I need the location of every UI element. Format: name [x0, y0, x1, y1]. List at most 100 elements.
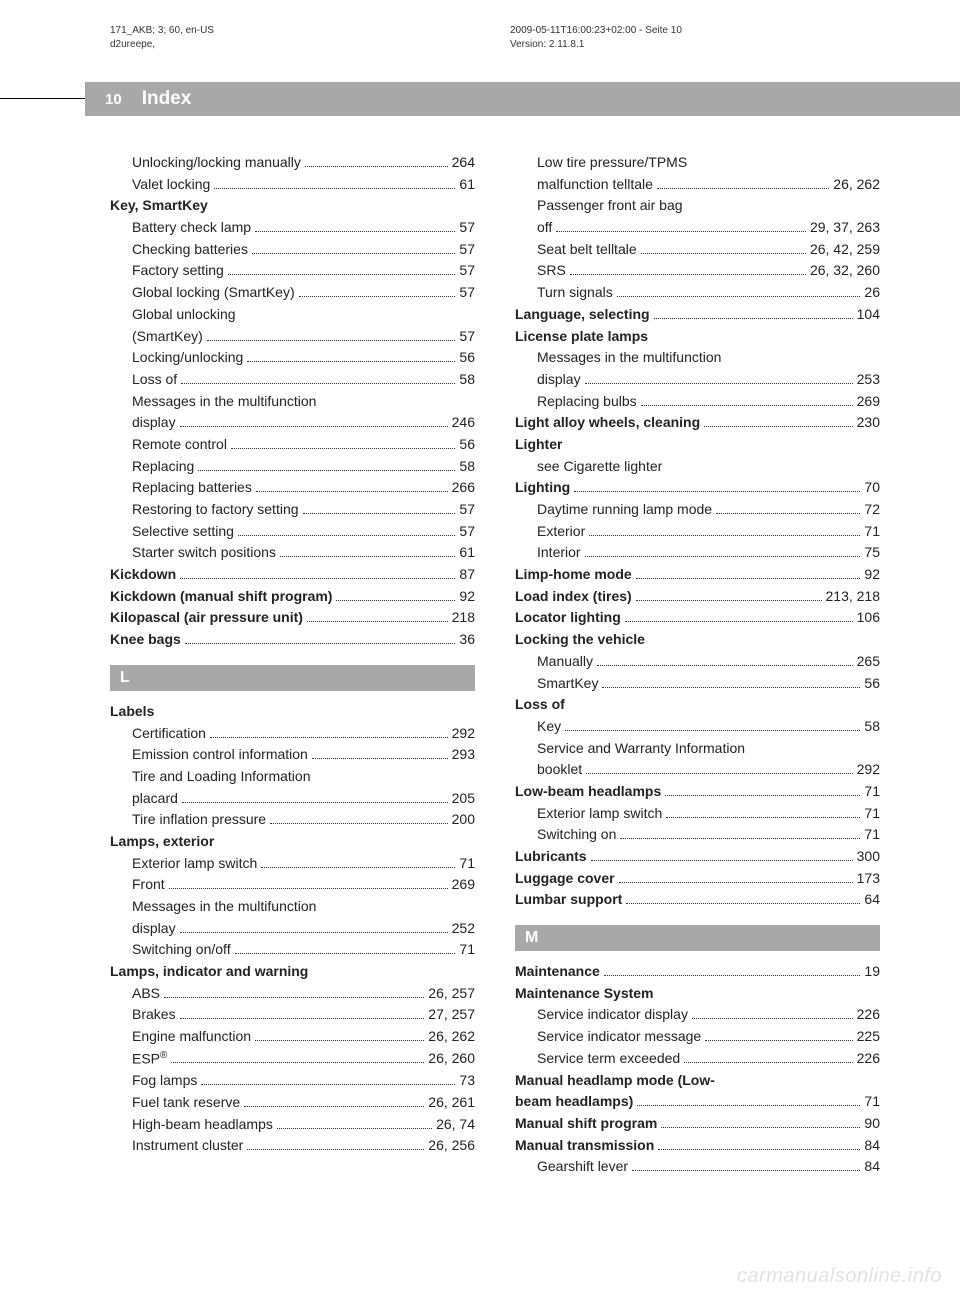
entry-page: 92	[459, 586, 475, 608]
index-entry: Locking/unlocking56	[110, 347, 475, 369]
entry-page: 26, 260	[428, 1048, 475, 1070]
entry-page: 84	[864, 1135, 880, 1157]
entry-page: 57	[459, 217, 475, 239]
entry-page: 58	[864, 716, 880, 738]
entry-page: 58	[459, 456, 475, 478]
entry-label: Kickdown	[110, 564, 176, 586]
entry-label: booklet	[537, 759, 582, 781]
entry-label: Kickdown (manual shift program)	[110, 586, 332, 608]
leader-dots	[252, 244, 455, 254]
leader-dots	[164, 988, 424, 998]
entry-page: 264	[452, 152, 475, 174]
entry-label: (SmartKey)	[132, 326, 203, 348]
leader-dots	[570, 266, 806, 276]
leader-dots	[632, 1161, 860, 1171]
leader-dots	[617, 287, 861, 297]
entry-label: Kilopascal (air pressure unit)	[110, 607, 303, 629]
leader-dots	[255, 1031, 424, 1041]
leader-dots	[705, 1031, 852, 1041]
leader-dots	[641, 396, 853, 406]
section-letter: M	[515, 925, 880, 951]
index-entry: SmartKey56	[515, 673, 880, 695]
entry-label: Lamps, exterior	[110, 831, 214, 853]
entry-page: 61	[459, 542, 475, 564]
entry-label: off	[537, 217, 552, 239]
index-entry: Valet locking61	[110, 174, 475, 196]
entry-label: Low-beam headlamps	[515, 781, 661, 803]
entry-page: 173	[857, 868, 880, 890]
entry-page: 104	[857, 304, 880, 326]
meta-line: Version: 2.11.8.1	[510, 38, 682, 52]
leader-dots	[620, 830, 860, 840]
entry-label: Tire and Loading Information	[132, 766, 310, 788]
entry-label: Lumbar support	[515, 889, 622, 911]
index-entry: Maintenance System	[515, 983, 880, 1005]
index-entry: Exterior71	[515, 521, 880, 543]
leader-dots	[585, 548, 861, 558]
entry-page: 292	[857, 759, 880, 781]
entry-page: 106	[857, 607, 880, 629]
side-line	[0, 98, 85, 99]
entry-page: 292	[452, 723, 475, 745]
index-entry: Passenger front air bag	[515, 195, 880, 217]
entry-label: Labels	[110, 701, 154, 723]
index-entry: Load index (tires)213, 218	[515, 586, 880, 608]
entry-label: Replacing bulbs	[537, 391, 637, 413]
entry-page: 226	[857, 1048, 880, 1070]
entry-label: SRS	[537, 260, 566, 282]
leader-dots	[666, 808, 860, 818]
index-entry: Selective setting57	[110, 521, 475, 543]
index-entry: Key, SmartKey	[110, 195, 475, 217]
entry-page: 84	[864, 1156, 880, 1178]
entry-label: Interior	[537, 542, 581, 564]
index-entry: Kilopascal (air pressure unit) 218	[110, 607, 475, 629]
leader-dots	[256, 483, 448, 493]
index-entry: Light alloy wheels, cleaning230	[515, 412, 880, 434]
leader-dots	[180, 923, 448, 933]
index-entry: Messages in the multifunction	[515, 347, 880, 369]
entry-page: 226	[857, 1004, 880, 1026]
index-entry: Key58	[515, 716, 880, 738]
entry-page: 73	[459, 1070, 475, 1092]
entry-page: 218	[452, 607, 475, 629]
index-entry: Certification292	[110, 723, 475, 745]
index-entry: Global locking (SmartKey)57	[110, 282, 475, 304]
index-entry: Global unlocking	[110, 304, 475, 326]
header-bar: 10 Index	[85, 82, 960, 116]
leader-dots	[182, 793, 448, 803]
leader-dots	[238, 526, 455, 536]
entry-label: Lubricants	[515, 846, 587, 868]
entry-page: 269	[452, 874, 475, 896]
entry-page: 269	[857, 391, 880, 413]
index-entry: Tire inflation pressure200	[110, 809, 475, 831]
entry-page: 26, 262	[428, 1026, 475, 1048]
entry-page: 266	[452, 477, 475, 499]
entry-label: Service term exceeded	[537, 1048, 680, 1070]
entry-label: Seat belt telltale	[537, 239, 637, 261]
leader-dots	[625, 613, 853, 623]
entry-page: 71	[864, 781, 880, 803]
entry-page: 56	[864, 673, 880, 695]
entry-label: Turn signals	[537, 282, 613, 304]
entry-label: Maintenance	[515, 961, 600, 983]
leader-dots	[207, 331, 456, 341]
leader-dots	[277, 1119, 432, 1129]
leader-dots	[307, 613, 448, 623]
leader-dots	[247, 1140, 424, 1150]
entry-label: Limp-home mode	[515, 564, 632, 586]
index-entry: High-beam headlamps26, 74	[110, 1114, 475, 1136]
leader-dots	[716, 504, 860, 514]
index-entry: Loss of58	[110, 369, 475, 391]
leader-dots	[665, 786, 860, 796]
entry-page: 300	[857, 846, 880, 868]
index-entry: Service indicator display 226	[515, 1004, 880, 1026]
index-entry: Knee bags36	[110, 629, 475, 651]
entry-label: Service indicator display	[537, 1004, 688, 1026]
entry-page: 225	[857, 1026, 880, 1048]
index-entry: Front269	[110, 874, 475, 896]
entry-page: 293	[452, 744, 475, 766]
leader-dots	[244, 1097, 424, 1107]
entry-label: Locking the vehicle	[515, 629, 645, 651]
entry-page: 200	[452, 809, 475, 831]
entry-label: Brakes	[132, 1004, 176, 1026]
